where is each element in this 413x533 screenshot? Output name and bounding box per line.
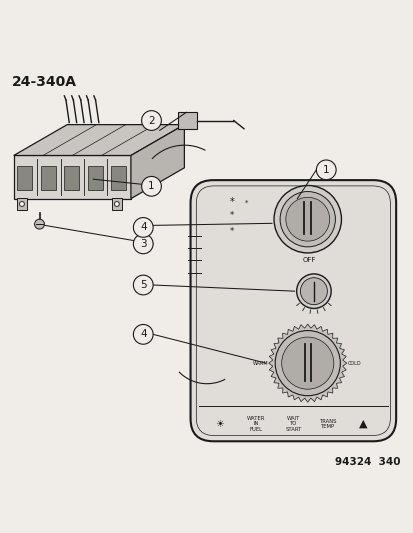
- Circle shape: [133, 234, 153, 254]
- Text: 1: 1: [148, 181, 154, 191]
- Text: OFF: OFF: [302, 257, 316, 263]
- Circle shape: [316, 160, 335, 180]
- Text: 4: 4: [140, 329, 146, 340]
- Bar: [64, 166, 79, 190]
- Text: 2: 2: [148, 116, 154, 125]
- Text: WATER
IN
FUEL: WATER IN FUEL: [247, 416, 265, 432]
- Circle shape: [285, 197, 329, 241]
- Circle shape: [296, 274, 330, 309]
- Text: ▲: ▲: [358, 419, 367, 429]
- Bar: [17, 198, 27, 210]
- Circle shape: [273, 185, 341, 253]
- Text: 3: 3: [140, 239, 146, 249]
- FancyBboxPatch shape: [190, 180, 395, 441]
- Text: 5: 5: [140, 280, 146, 290]
- Polygon shape: [14, 125, 184, 156]
- Circle shape: [141, 176, 161, 196]
- Circle shape: [133, 325, 153, 344]
- Text: 4: 4: [140, 222, 146, 232]
- Bar: [87, 166, 102, 190]
- Text: *: *: [229, 227, 233, 236]
- Circle shape: [281, 337, 333, 389]
- Circle shape: [280, 191, 335, 247]
- Text: 1: 1: [322, 165, 329, 175]
- Bar: [111, 166, 126, 190]
- Circle shape: [133, 217, 153, 237]
- Polygon shape: [14, 156, 131, 199]
- Circle shape: [19, 201, 24, 206]
- Text: *: *: [229, 212, 233, 220]
- Polygon shape: [268, 324, 346, 402]
- Circle shape: [114, 201, 119, 206]
- Circle shape: [133, 275, 153, 295]
- Text: 94324  340: 94324 340: [334, 457, 399, 467]
- Bar: [112, 198, 122, 210]
- Text: 24-340A: 24-340A: [12, 75, 76, 90]
- Bar: [40, 166, 56, 190]
- Circle shape: [300, 278, 327, 305]
- Text: TRANS
TEMP: TRANS TEMP: [319, 418, 336, 430]
- Text: COLD: COLD: [347, 361, 361, 366]
- Text: WARM: WARM: [252, 361, 268, 366]
- Text: WAIT
TO
START: WAIT TO START: [285, 416, 301, 432]
- Bar: [178, 112, 196, 129]
- Text: *: *: [244, 199, 247, 205]
- Text: ☀: ☀: [214, 419, 223, 429]
- Bar: [17, 166, 32, 190]
- Polygon shape: [131, 125, 184, 199]
- Circle shape: [35, 219, 44, 229]
- Circle shape: [275, 330, 339, 395]
- Circle shape: [141, 111, 161, 131]
- Text: *: *: [229, 197, 233, 207]
